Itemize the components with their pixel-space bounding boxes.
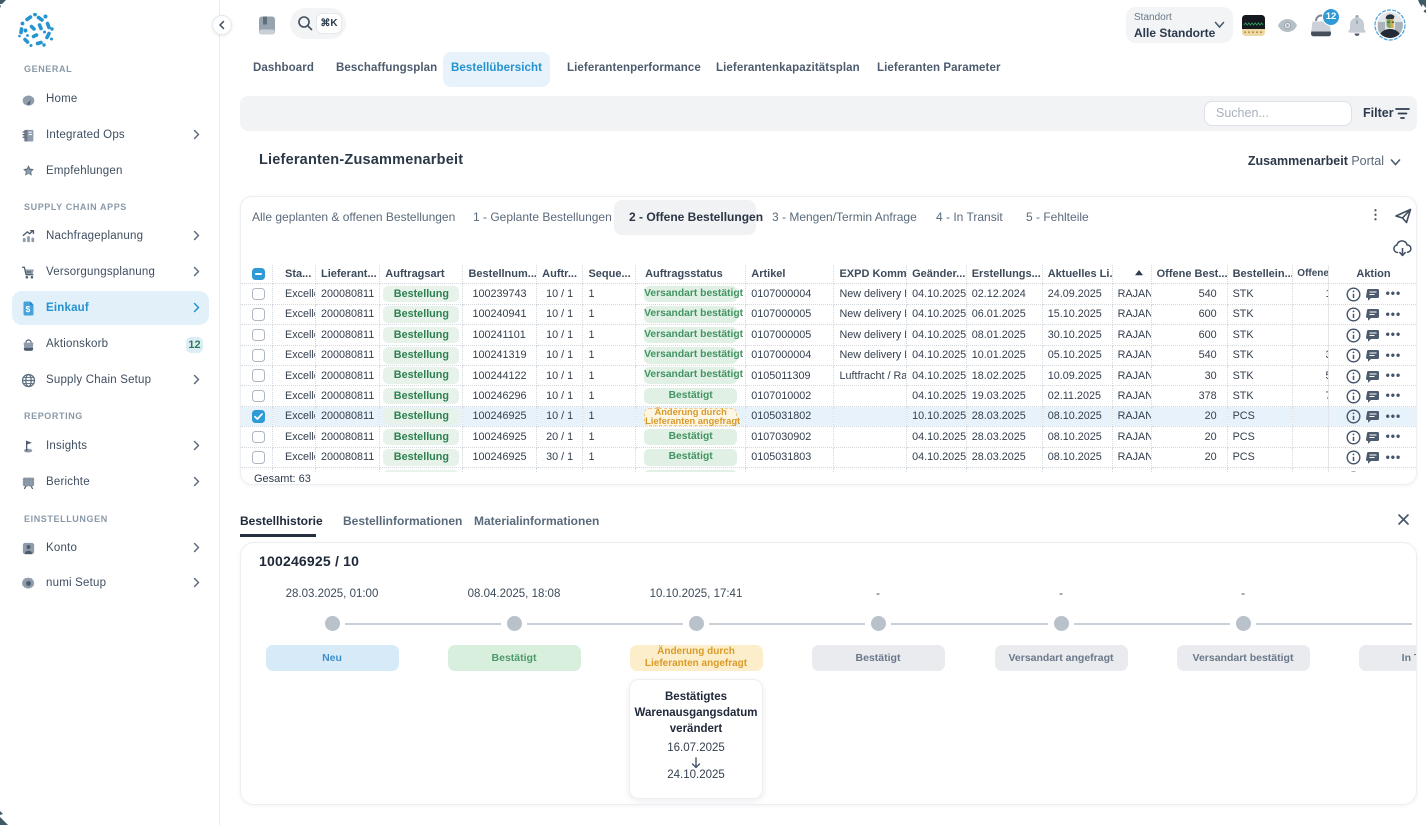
svg-text:$: $	[26, 304, 31, 314]
